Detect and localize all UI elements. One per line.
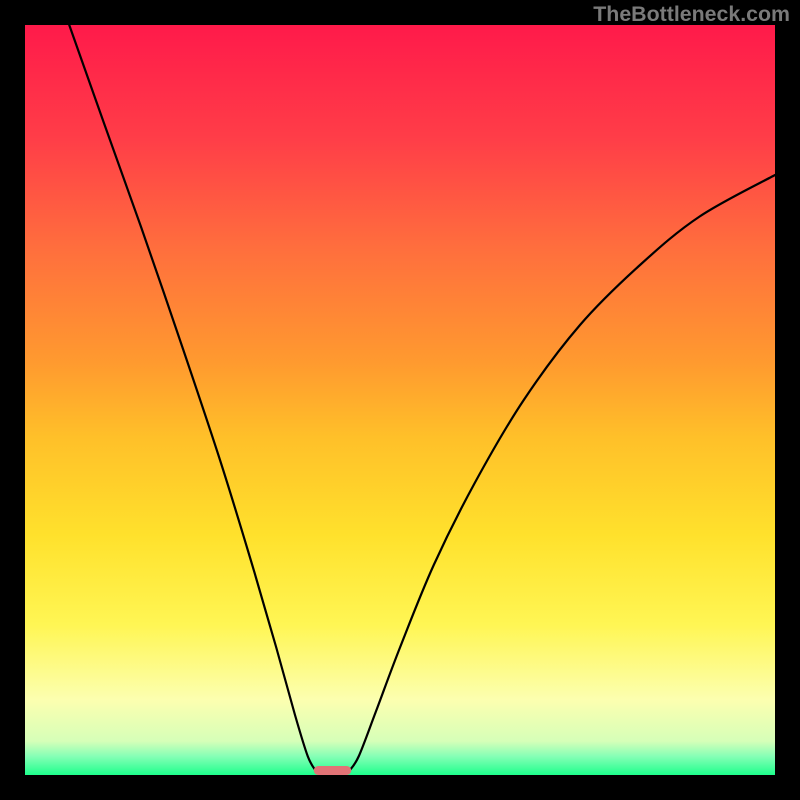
chart-root: TheBottleneck.com [0,0,800,800]
chart-svg [0,0,800,800]
gradient-background [25,25,775,775]
branding-text: TheBottleneck.com [593,2,790,27]
bottleneck-marker [314,766,352,775]
